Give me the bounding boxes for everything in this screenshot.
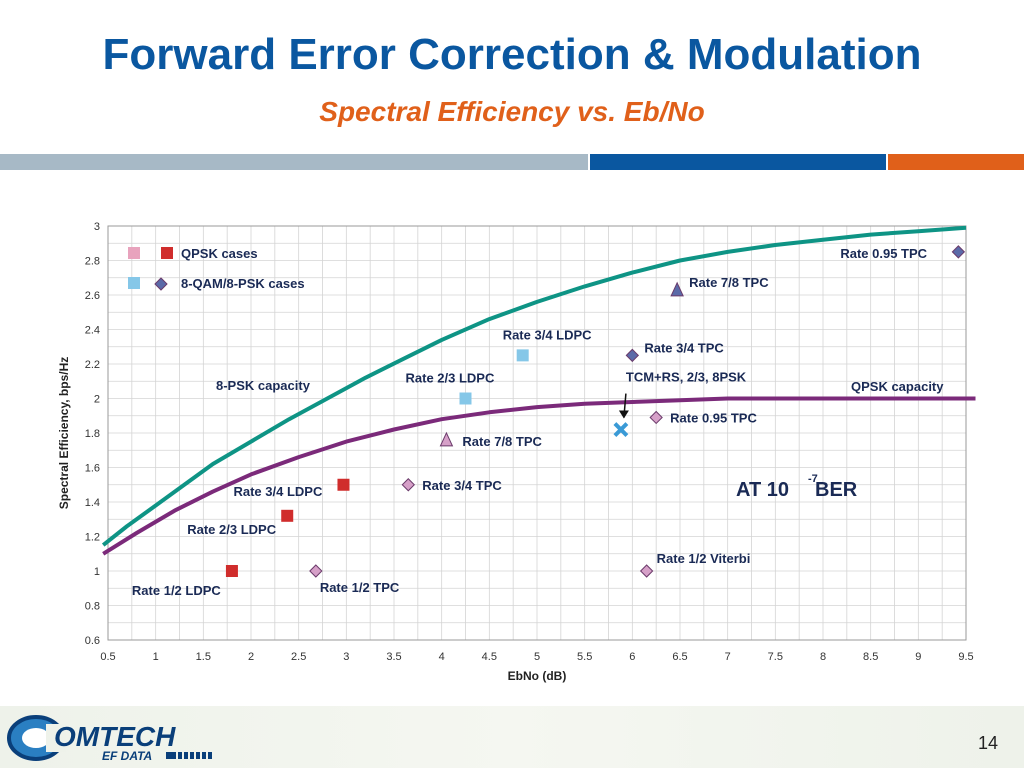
- x-tick-label: 0.5: [100, 651, 115, 663]
- data-point-label: Rate 3/4 TPC: [644, 340, 724, 355]
- data-point-label: Rate 1/2 TPC: [320, 580, 400, 595]
- legend-label-8qam: 8-QAM/8-PSK cases: [181, 276, 305, 291]
- data-point-label: Rate 3/4 LDPC: [503, 327, 592, 342]
- y-tick-label: 3: [94, 221, 100, 233]
- header-band-orange: [888, 154, 1024, 170]
- data-point-6: [649, 410, 663, 425]
- data-point-label: Rate 2/3 LDPC: [187, 522, 276, 537]
- annotation-ber-text: AT 10: [736, 479, 789, 501]
- data-point-3: [309, 564, 323, 578]
- y-tick-label: 1.8: [85, 428, 100, 440]
- plot-frame: [107, 225, 967, 641]
- x-tick-label: 6: [629, 651, 635, 663]
- capacity-curve-1: [102, 396, 976, 556]
- y-tick-label: 1.4: [85, 497, 100, 509]
- data-point-label: Rate 0.95 TPC: [670, 410, 757, 425]
- y-tick-label: 1.2: [85, 532, 100, 544]
- annotation-ber-suffix: BER: [815, 479, 858, 501]
- data-point-label: Rate 3/4 LDPC: [233, 484, 322, 499]
- x-tick-label: 1.5: [196, 651, 211, 663]
- x-tick-label: 2: [248, 651, 254, 663]
- x-tick-label: 7.5: [768, 651, 783, 663]
- legend-marker-8psk-ldpc: [128, 277, 140, 289]
- data-point-12: [951, 245, 966, 259]
- annotation-ber-exponent: -7: [808, 473, 818, 485]
- data-point-0: [225, 565, 238, 577]
- x-tick-label: 9: [915, 651, 921, 663]
- page-number: 14: [977, 733, 998, 753]
- data-point-13: [613, 422, 629, 437]
- y-tick-label: 0.6: [85, 635, 100, 647]
- data-point-label: Rate 3/4 TPC: [422, 478, 502, 493]
- x-tick-label: 4: [439, 651, 445, 663]
- x-tick-label: 5: [534, 651, 540, 663]
- data-point-1: [281, 509, 294, 522]
- legend-marker-qpsk-tpc: [128, 247, 140, 259]
- x-tick-label: 3.5: [386, 651, 401, 663]
- y-tick-label: 1.6: [85, 463, 100, 475]
- logo-stripes: [166, 752, 212, 759]
- data-point-label: Rate 1/2 LDPC: [132, 583, 221, 598]
- y-tick-label: 2: [94, 394, 100, 406]
- slide-subtitle: Spectral Efficiency vs. Eb/No: [319, 96, 705, 127]
- y-tick-label: 2.4: [85, 325, 100, 337]
- y-tick-label: 2.2: [85, 359, 100, 371]
- legend-marker-8psk-tpc: [154, 277, 168, 291]
- y-tick-label: 0.8: [85, 601, 100, 613]
- x-tick-label: 8: [820, 651, 826, 663]
- logo-text-main: OMTECH: [54, 721, 176, 752]
- data-point-5: [439, 431, 454, 447]
- annotation-8psk-capacity: 8-PSK capacity: [216, 378, 311, 393]
- x-tick-label: 3: [343, 651, 349, 663]
- logo-text-sub: EF DATA: [102, 749, 152, 763]
- data-point-label: Rate 7/8 TPC: [689, 275, 769, 290]
- data-point-7: [639, 564, 654, 578]
- x-tick-label: 8.5: [863, 651, 878, 663]
- x-tick-label: 5.5: [577, 651, 592, 663]
- x-tick-label: 9.5: [958, 651, 973, 663]
- data-point-11: [670, 281, 684, 297]
- x-tick-label: 6.5: [672, 651, 687, 663]
- x-tick-label: 4.5: [482, 651, 497, 663]
- data-point-10: [625, 348, 640, 363]
- header-band-blue: [590, 154, 886, 170]
- data-point-8: [459, 392, 472, 405]
- spectral-efficiency-chart: 0.5 1 1.5 2 2.5 3 3.5 4 4.5 5 5.5 6 6.5 7 7.5 8 8.5 9 9.5 0…: [57, 221, 976, 683]
- data-point-9: [516, 349, 529, 362]
- legend-label-qpsk: QPSK cases: [181, 246, 258, 261]
- slide-title: Forward Error Correction & Modulation: [102, 30, 922, 79]
- data-point-label: Rate 1/2 Viterbi: [657, 551, 751, 566]
- legend-marker-qpsk-ldpc: [161, 247, 173, 259]
- x-tick-label: 1: [153, 651, 159, 663]
- data-point-2: [337, 478, 350, 491]
- y-axis-title: Spectral Efficiency, bps/Hz: [57, 357, 71, 510]
- data-point-label: TCM+RS, 2/3, 8PSK: [626, 370, 747, 385]
- data-point-4: [401, 478, 416, 492]
- tcm-arrow-head: [618, 410, 629, 419]
- comtech-logo: OMTECH EF DATA: [7, 715, 212, 763]
- x-axis-title: EbNo (dB): [508, 669, 567, 683]
- y-tick-label: 1: [94, 566, 100, 578]
- header-band-grey: [0, 154, 588, 170]
- data-point-label: Rate 7/8 TPC: [462, 434, 542, 449]
- data-point-label: Rate 2/3 LDPC: [406, 371, 495, 386]
- annotation-qpsk-capacity: QPSK capacity: [851, 379, 944, 394]
- data-point-label: Rate 0.95 TPC: [840, 246, 927, 261]
- x-tick-label: 7: [725, 651, 731, 663]
- y-tick-label: 2.6: [85, 290, 100, 302]
- x-tick-label: 2.5: [291, 651, 306, 663]
- y-tick-label: 2.8: [85, 256, 100, 268]
- capacity-curve-0: [101, 225, 967, 547]
